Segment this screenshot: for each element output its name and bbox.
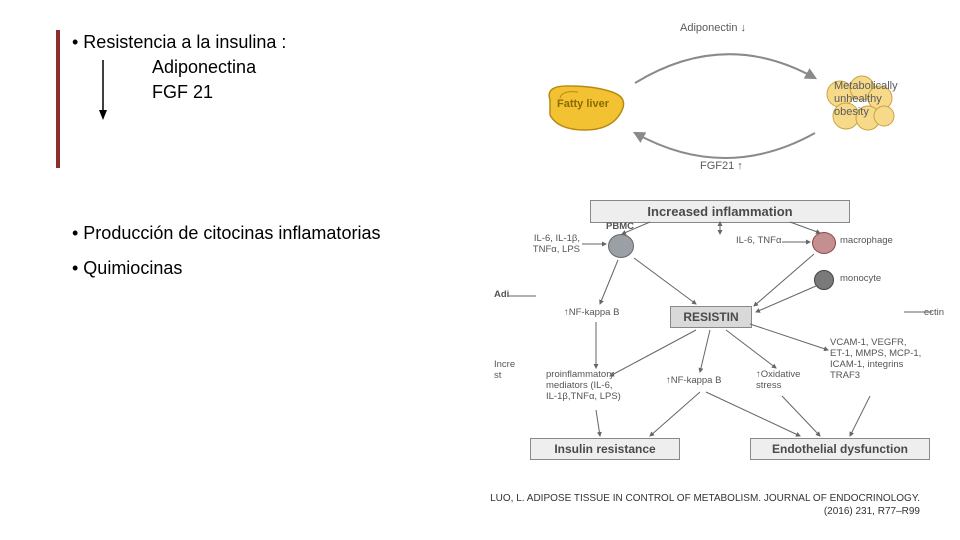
citation: LUO, L. ADIPOSE TISSUE IN CONTROL OF MET… xyxy=(400,492,920,518)
right-trunc: ectin xyxy=(924,308,944,319)
left-cytokines-label: IL-6, IL-1β, TNFα, LPS xyxy=(510,234,580,256)
txt: Metabolically xyxy=(834,80,898,92)
macrophage-label: macrophage xyxy=(840,236,893,247)
endothelial-mediators-label: VCAM-1, VEGFR, ET-1, MMPS, MCP-1, ICAM-1… xyxy=(830,338,940,382)
citation-line-2: (2016) 231, R77–R99 xyxy=(824,506,920,517)
macrophage-icon xyxy=(812,232,836,254)
bullet-3: • Quimiocinas xyxy=(72,258,502,279)
adiponectin-down-label: Adiponectin ↓ xyxy=(680,22,746,35)
fgf21-up-label: FGF21 ↑ xyxy=(700,160,743,173)
bullet-2: • Producción de citocinas inflamatorias xyxy=(72,223,502,244)
pbmc-icon xyxy=(608,234,634,258)
bullet-1-sub-2: FGF 21 xyxy=(72,82,502,103)
endothelial-dysfunction-box: Endothelial dysfunction xyxy=(750,438,930,460)
inflammation-banner: Increased inflammation xyxy=(590,200,850,223)
bullet-list: • Resistencia a la insulina : Adiponecti… xyxy=(72,32,502,283)
monocyte-label: monocyte xyxy=(840,274,881,285)
right-cytokines-label: IL-6, TNFα xyxy=(736,236,781,247)
citation-line-1: LUO, L. ADIPOSE TISSUE IN CONTROL OF MET… xyxy=(490,493,920,504)
insulin-resistance-box: Insulin resistance xyxy=(530,438,680,460)
bullet-1-sub-1: Adiponectina xyxy=(72,57,502,78)
resistin-box: RESISTIN xyxy=(670,306,752,328)
fatty-liver-label: Fatty liver xyxy=(548,98,618,111)
pbmc-label: PBMC xyxy=(606,222,634,233)
left-trunc-2: Incre st xyxy=(494,360,515,382)
bullet-1: • Resistencia a la insulina : xyxy=(72,32,502,53)
monocyte-icon xyxy=(814,270,834,290)
down-arrow-icon xyxy=(98,60,108,120)
nfkb-left-label: ↑NF-kappa B xyxy=(564,308,619,319)
txt: mediators (IL-6, IL-1β,TNFα, LPS) xyxy=(546,380,621,402)
cycle-diagram: Fatty liver Adiponectin ↓ FGF21 ↑ Metabo… xyxy=(540,18,910,178)
nfkb-mid-label: ↑NF-kappa B xyxy=(666,376,721,387)
left-trunc-1: Adi xyxy=(494,290,509,301)
txt: unhealthy xyxy=(834,93,882,105)
accent-bar xyxy=(56,30,60,168)
unhealthy-obesity-label: Metabolically unhealthy obesity xyxy=(834,80,912,120)
txt: proinflammatory xyxy=(546,369,614,380)
txt: obesity xyxy=(834,106,869,118)
ox-stress-label: ↑Oxidative stress xyxy=(756,370,800,392)
flow-diagram: Increased inflammation PBMC macrophage m… xyxy=(500,200,940,490)
proinflam-block: proinflammatory mediators (IL-6, IL-1β,T… xyxy=(546,370,656,403)
